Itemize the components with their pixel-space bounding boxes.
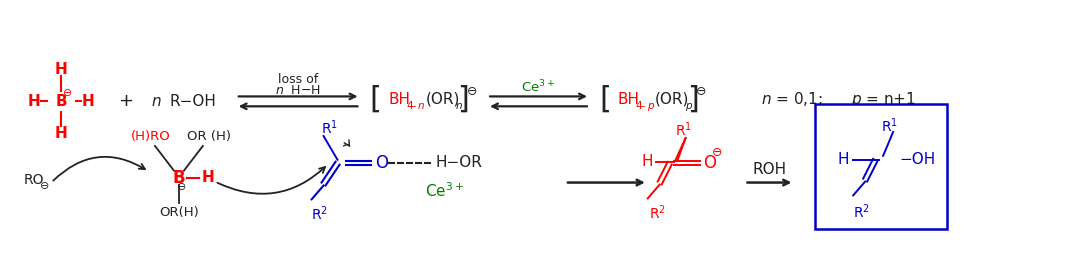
Text: p: p — [685, 101, 691, 111]
Text: R−OH: R−OH — [170, 94, 216, 109]
Text: $p$ = n+1: $p$ = n+1 — [851, 90, 916, 109]
Text: $n$: $n$ — [151, 94, 161, 109]
Text: (H)RO: (H)RO — [131, 129, 171, 142]
Text: H: H — [82, 94, 95, 109]
Text: $n$  H−H: $n$ H−H — [274, 84, 321, 97]
Text: ⊖: ⊖ — [713, 146, 723, 159]
Text: H: H — [838, 152, 849, 167]
Text: BH: BH — [389, 92, 410, 107]
FancyBboxPatch shape — [815, 104, 947, 229]
Text: H: H — [642, 154, 652, 169]
Text: B: B — [173, 169, 186, 187]
Text: B: B — [55, 94, 67, 109]
Text: +: + — [119, 92, 134, 110]
Text: $n$ = 0,1;: $n$ = 0,1; — [761, 91, 823, 108]
Text: ⊖: ⊖ — [63, 88, 72, 99]
Text: loss of: loss of — [278, 73, 318, 86]
Text: (OR): (OR) — [426, 92, 460, 107]
Text: n: n — [455, 101, 462, 111]
Text: O: O — [376, 154, 389, 172]
Text: ⊖: ⊖ — [467, 85, 477, 98]
Text: ROH: ROH — [753, 162, 786, 177]
Text: R$^2$: R$^2$ — [311, 204, 328, 222]
Text: H−OR: H−OR — [435, 155, 482, 170]
Text: Ce$^{3+}$: Ce$^{3+}$ — [521, 78, 555, 95]
Text: 4-: 4- — [406, 101, 417, 111]
Text: R$^2$: R$^2$ — [853, 202, 869, 221]
Text: R$^1$: R$^1$ — [880, 117, 897, 136]
Text: OR(H): OR(H) — [159, 206, 199, 219]
Text: RO: RO — [24, 172, 44, 187]
Text: ⊖: ⊖ — [697, 85, 706, 98]
Text: H: H — [55, 126, 68, 141]
Text: p: p — [647, 101, 653, 111]
Text: OR (H): OR (H) — [187, 129, 231, 142]
Text: ⊖: ⊖ — [40, 181, 49, 190]
Text: ]: ] — [687, 85, 699, 114]
Text: (OR): (OR) — [654, 92, 689, 107]
Text: −OH: −OH — [899, 152, 935, 167]
Text: ⊖: ⊖ — [177, 182, 187, 192]
Text: ]: ] — [457, 85, 469, 114]
Text: R$^1$: R$^1$ — [321, 119, 338, 137]
Text: [: [ — [599, 85, 611, 114]
Text: BH: BH — [618, 92, 639, 107]
Text: H: H — [55, 62, 68, 77]
Text: H: H — [28, 94, 41, 109]
Text: 4-: 4- — [636, 101, 646, 111]
Text: n: n — [417, 101, 424, 111]
Text: [: [ — [369, 85, 381, 114]
Text: O: O — [703, 154, 716, 172]
Text: R$^2$: R$^2$ — [649, 203, 666, 222]
Text: H: H — [202, 170, 215, 185]
Text: R$^1$: R$^1$ — [675, 121, 692, 139]
Text: Ce$^{3+}$: Ce$^{3+}$ — [424, 181, 463, 200]
